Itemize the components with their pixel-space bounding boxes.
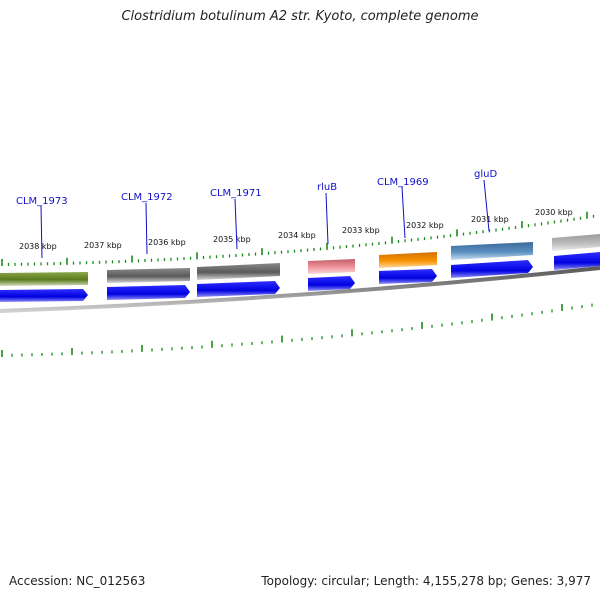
gene-label-glud: gluD [474, 169, 497, 180]
kbp-label-2036: 2036 kbp [148, 238, 186, 247]
gene-feature-track [0, 234, 600, 286]
gene-bar-glud[interactable] [451, 242, 533, 260]
cds-arrow-rlub[interactable] [308, 276, 355, 291]
genome-summary-text: Topology: circular; Length: 4,155,278 bp… [261, 574, 591, 588]
gene-label-rlub: rluB [317, 182, 337, 193]
gene-label-clm1969: CLM_1969 [377, 177, 429, 188]
gene-label-clm1973: CLM_1973 [16, 196, 68, 207]
kbp-label-2032: 2032 kbp [406, 221, 444, 230]
gene-bar-clm1973[interactable] [0, 272, 88, 286]
kbp-label-2037: 2037 kbp [84, 241, 122, 250]
kbp-label-2035: 2035 kbp [213, 235, 251, 244]
gene-label-clm1971: CLM_1971 [210, 188, 262, 199]
kbp-label-2038: 2038 kbp [19, 242, 57, 251]
cds-arrow-clm1973[interactable] [0, 289, 88, 302]
outer-scale-ticks [1, 211, 595, 266]
kbp-label-2031: 2031 kbp [471, 215, 509, 224]
cds-arrow-clm1972[interactable] [107, 285, 190, 300]
cds-arrow-glud[interactable] [451, 260, 533, 278]
cds-arrow-next[interactable] [554, 252, 600, 270]
gene-bar-rlub[interactable] [308, 259, 355, 274]
genome-title: Clostridium botulinum A2 str. Kyoto, com… [121, 9, 479, 24]
kbp-label-2030: 2030 kbp [535, 208, 573, 217]
cds-arrow-clm1971[interactable] [197, 281, 280, 297]
inner-scale-ticks [1, 303, 593, 357]
cds-arrow-clm1969[interactable] [379, 269, 437, 284]
accession-text: Accession: NC_012563 [9, 574, 146, 588]
gene-labels: CLM_1973 CLM_1972 CLM_1971 rluB CLM_1969… [16, 169, 497, 207]
gene-label-clm1972: CLM_1972 [121, 192, 173, 203]
gene-label-leaders [40, 179, 490, 259]
kbp-scale-labels: 2038 kbp 2037 kbp 2036 kbp 2035 kbp 2034… [19, 208, 573, 251]
kbp-label-2033: 2033 kbp [342, 226, 380, 235]
kbp-label-2034: 2034 kbp [278, 231, 316, 240]
gene-bar-clm1969[interactable] [379, 252, 437, 268]
cds-arrow-track [0, 252, 600, 302]
gene-bar-clm1972[interactable] [107, 268, 190, 283]
gene-bar-clm1971[interactable] [197, 263, 280, 280]
gene-bar-next[interactable] [552, 234, 600, 251]
genome-backbone [0, 266, 600, 313]
